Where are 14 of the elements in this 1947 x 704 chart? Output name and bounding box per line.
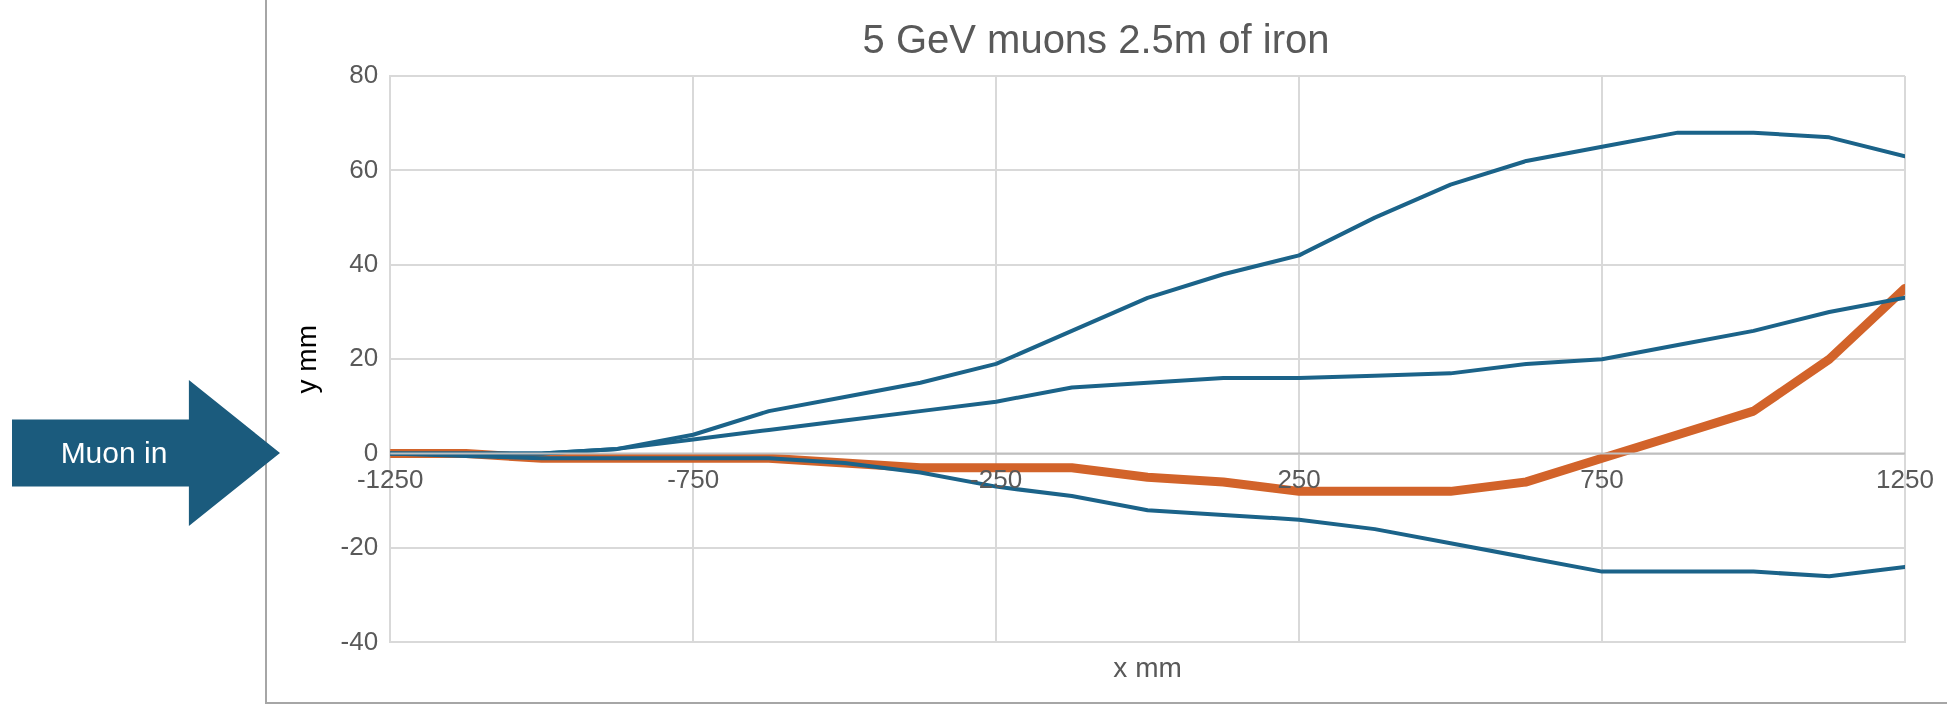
text: Muon in bbox=[59, 435, 169, 471]
y-tick-label: -40 bbox=[340, 625, 379, 656]
x-tick-label: 250 bbox=[1277, 463, 1321, 494]
x-tick-label: 750 bbox=[1580, 463, 1624, 494]
y-tick-label: 40 bbox=[349, 247, 379, 278]
x-tick-label: 1250 bbox=[1876, 463, 1934, 494]
x-tick-label: -750 bbox=[667, 463, 720, 494]
chart-title: 5 GeV muons 2.5m of iron bbox=[862, 17, 1330, 62]
y-tick-label: -20 bbox=[340, 531, 379, 562]
y-axis-title: y mm bbox=[290, 324, 322, 394]
y-tick-label: 80 bbox=[349, 59, 379, 90]
y-tick-label: 20 bbox=[349, 342, 379, 373]
y-tick-label: 60 bbox=[349, 153, 379, 184]
x-axis-title: x mm bbox=[1113, 651, 1182, 683]
